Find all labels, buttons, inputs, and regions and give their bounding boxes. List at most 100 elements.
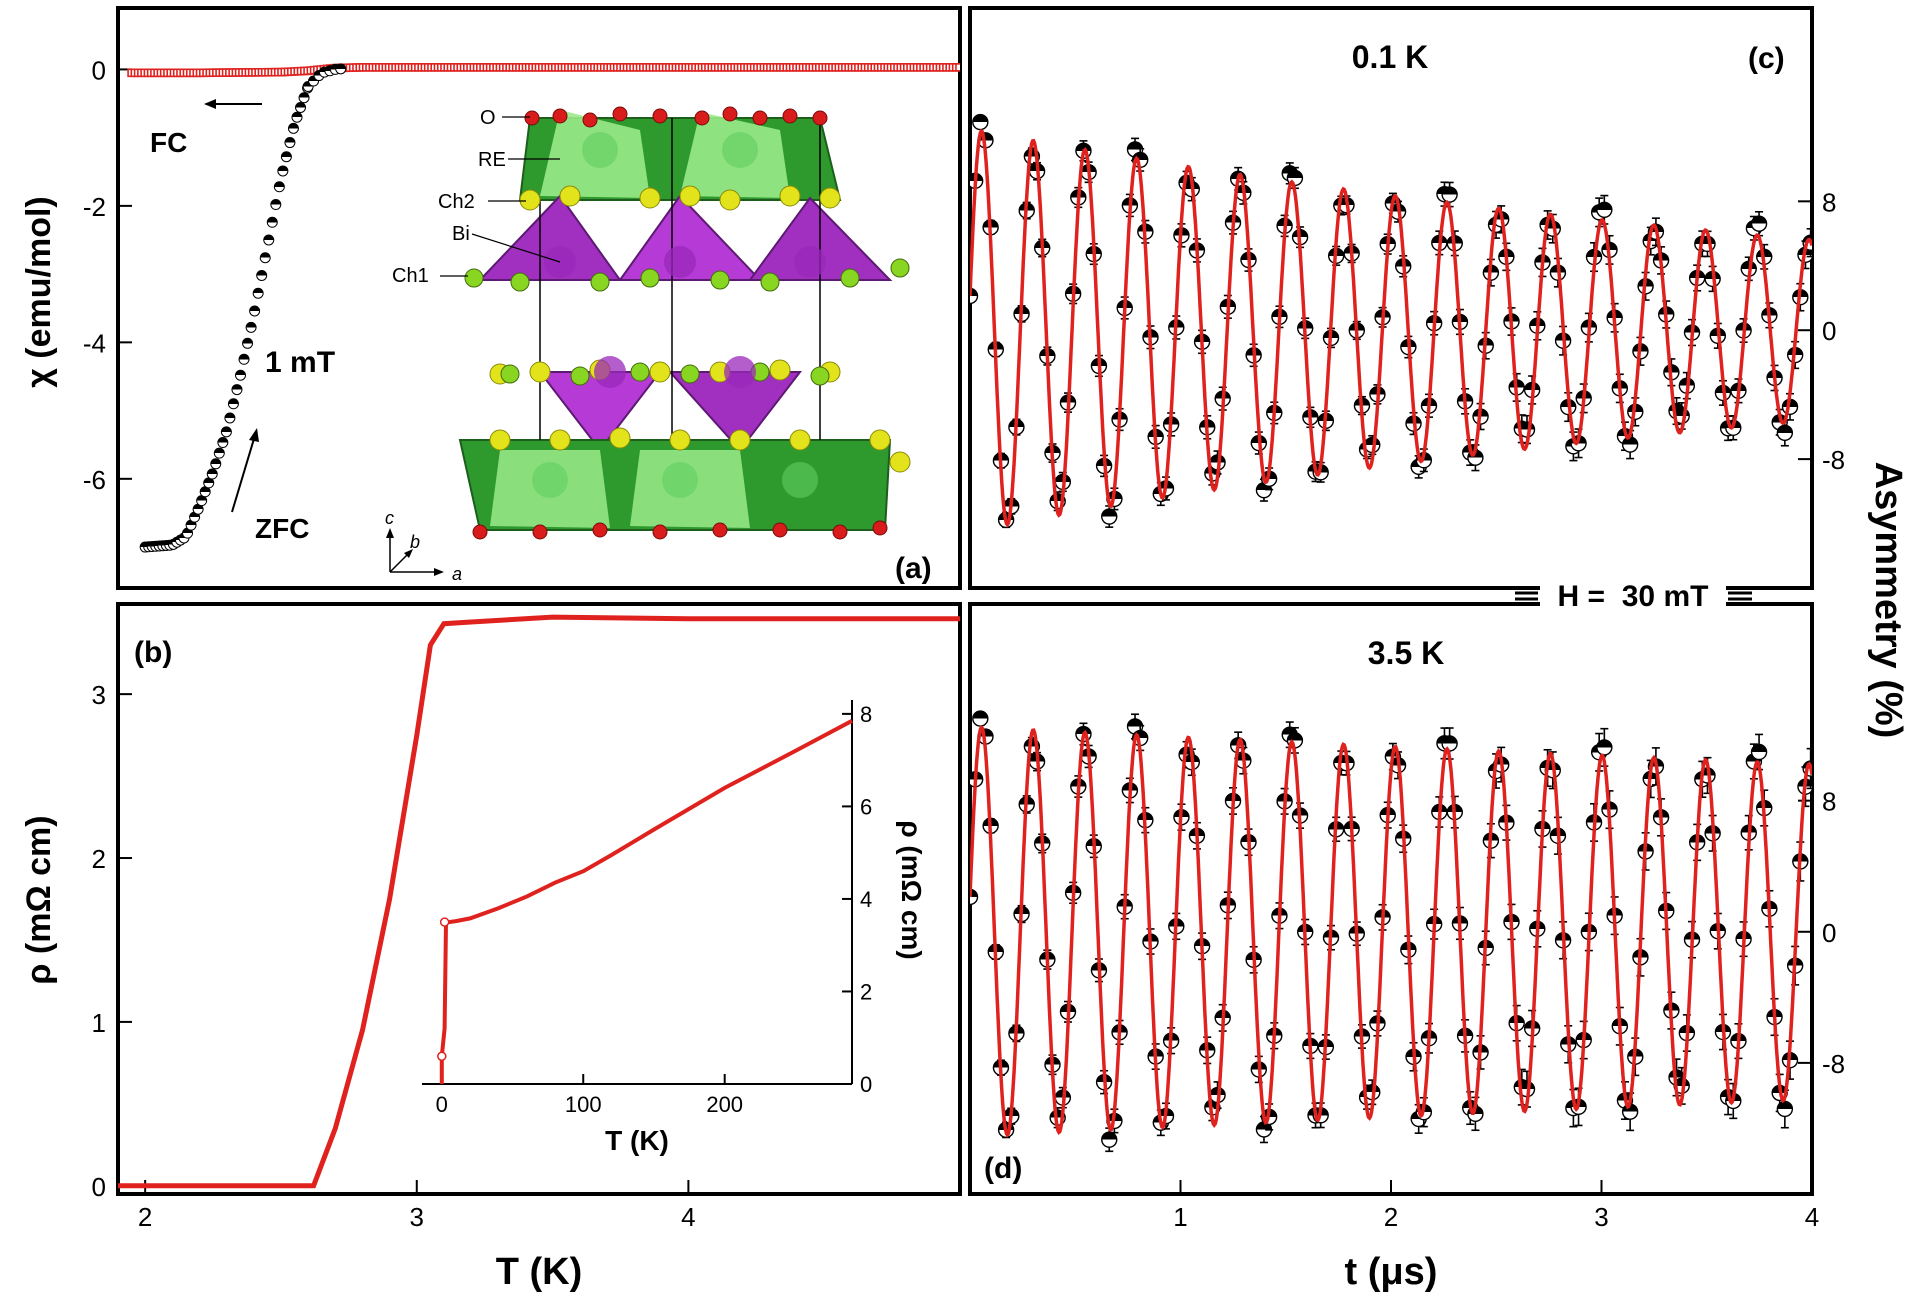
chalcogen-ch2-atom bbox=[669, 429, 691, 451]
panel-b-inset: 0 100 200 0 2 4 6 8 T (K) ρ (mΩ cm) bbox=[422, 700, 927, 1156]
oxygen-atom bbox=[694, 110, 710, 126]
bismuth-atom bbox=[724, 356, 756, 388]
panel-a-frame bbox=[116, 6, 962, 590]
fit-curve bbox=[970, 725, 1812, 1138]
chalcogen-ch1-atom bbox=[710, 270, 730, 290]
panel-d-xlabel: t (μs) bbox=[1345, 1251, 1438, 1293]
chalcogen-ch1-atom bbox=[890, 258, 910, 278]
inset-point bbox=[439, 917, 450, 927]
inset-xlabel: T (K) bbox=[605, 1125, 669, 1156]
panel-b: 2 3 4 0 1 2 3 ρ (mΩ cm) T (K) (b) 0 100 200 0 2 4 6 8… bbox=[20, 614, 960, 1293]
inset-xtick-label: 0 bbox=[436, 1092, 448, 1117]
structure-label-o: O bbox=[480, 107, 496, 129]
re-atom bbox=[532, 462, 568, 498]
re-atom bbox=[782, 462, 818, 498]
re-atom bbox=[662, 462, 698, 498]
zfc-arrow bbox=[231, 428, 259, 513]
oxygen-atom bbox=[712, 522, 728, 538]
asymmetry-point bbox=[1101, 1131, 1118, 1148]
asymmetry-ylabel: Asymmetry (%) bbox=[1867, 462, 1909, 739]
zfc-point bbox=[245, 321, 257, 333]
oxygen-atom bbox=[592, 522, 608, 538]
panel-a-data bbox=[127, 63, 960, 553]
chalcogen-ch2-atom bbox=[789, 429, 811, 451]
asymmetry-point bbox=[1441, 735, 1458, 752]
panel-d-data bbox=[970, 710, 1812, 1153]
leader-bi bbox=[471, 233, 561, 263]
asymmetry-point bbox=[1750, 215, 1768, 232]
panel-d-temperature: 3.5 K bbox=[1368, 635, 1444, 671]
zfc-point bbox=[277, 165, 289, 177]
chalcogen-ch2-atom bbox=[779, 185, 801, 207]
zfc-point bbox=[263, 234, 275, 246]
zfc-point bbox=[238, 353, 250, 365]
rho-curve bbox=[118, 614, 960, 1189]
oxygen-atom bbox=[652, 108, 668, 124]
chalcogen-ch2-atom bbox=[559, 185, 581, 207]
fc-point bbox=[955, 63, 960, 72]
axis-c-label: c bbox=[385, 508, 394, 528]
asymmetry-ytick-label: -8 bbox=[1822, 1049, 1845, 1079]
chalcogen-ch2-atom bbox=[819, 187, 841, 209]
field-label-group: H = 30 mT bbox=[1515, 580, 1752, 613]
zfc-point bbox=[256, 269, 268, 281]
oxygen-atom bbox=[782, 108, 798, 124]
re-atom bbox=[582, 132, 618, 168]
panel-c-data bbox=[970, 113, 1812, 529]
axis-a-label: a bbox=[452, 564, 462, 584]
inset-ytick-label: 6 bbox=[860, 794, 872, 819]
asymmetry-ytick-label: 0 bbox=[1822, 918, 1836, 948]
zfc-point bbox=[206, 468, 218, 480]
chalcogen-ch1-atom bbox=[640, 268, 660, 288]
panel-a-ytick-label: -2 bbox=[83, 192, 106, 222]
chalcogen-ch1-atom bbox=[630, 362, 650, 382]
structure-label-re: RE bbox=[478, 149, 506, 171]
panel-b-ylabel: ρ (mΩ cm) bbox=[20, 815, 58, 984]
fc-arrow bbox=[204, 99, 262, 109]
zfc-point bbox=[249, 305, 261, 317]
zfc-point bbox=[335, 63, 347, 75]
structure-label-ch1: Ch1 bbox=[392, 265, 429, 287]
panel-a-ytick-label: -6 bbox=[83, 465, 106, 495]
inset-rho-curve bbox=[439, 719, 853, 1084]
asymmetry-point bbox=[1101, 508, 1118, 525]
chalcogen-ch2-atom bbox=[889, 451, 911, 473]
oxygen-atom bbox=[472, 524, 488, 540]
zfc-point bbox=[234, 369, 246, 381]
panel-b-xtick-label: 2 bbox=[138, 1202, 152, 1232]
zfc-point bbox=[210, 458, 222, 470]
chalcogen-ch2-atom bbox=[639, 187, 661, 209]
oxygen-atom bbox=[812, 110, 828, 126]
panel-c-ticks: 8 0 -8 bbox=[1798, 187, 1845, 475]
structure-label-ch2: Ch2 bbox=[438, 191, 475, 213]
fit-curve bbox=[970, 128, 1812, 528]
chalcogen-ch1-atom bbox=[680, 364, 700, 384]
asymmetry-point bbox=[1621, 436, 1639, 453]
panel-a: 0 -2 -4 -6 χ (emu/mol) FC 1 mT ZFC (a) bbox=[20, 55, 960, 585]
oxygen-atom bbox=[612, 106, 628, 122]
oxygen-atom bbox=[752, 110, 768, 126]
chalcogen-ch2-atom bbox=[609, 427, 631, 449]
panel-c-tag: (c) bbox=[1748, 42, 1785, 75]
asymmetry-point bbox=[972, 710, 989, 727]
panel-b-tag: (b) bbox=[134, 636, 172, 669]
panel-a-y-ticks: 0 -2 -4 -6 bbox=[83, 55, 132, 495]
panel-a-ytick-label: -4 bbox=[83, 328, 106, 358]
panel-d: 8 0 -8 1 2 3 4 3.5 K (d) t (μs) bbox=[970, 635, 1845, 1293]
panel-a-ytick-label: 0 bbox=[92, 55, 106, 85]
zfc-point bbox=[273, 181, 285, 193]
panel-b-xtick-label: 4 bbox=[681, 1202, 695, 1232]
panel-d-ticks: 8 0 -8 1 2 3 4 bbox=[1173, 787, 1845, 1232]
asymmetry-point bbox=[1750, 743, 1768, 761]
asymmetry-point bbox=[1441, 186, 1458, 203]
inset-ytick-label: 0 bbox=[860, 1072, 872, 1097]
chalcogen-ch2-atom bbox=[529, 361, 551, 383]
chalcogen-ch2-atom bbox=[549, 429, 571, 451]
structure-label-bi: Bi bbox=[452, 223, 470, 245]
oxygen-atom bbox=[772, 522, 788, 538]
bi-pyramid-top-2 bbox=[618, 194, 763, 281]
inset-ylabel: ρ (mΩ cm) bbox=[896, 820, 927, 959]
bismuth-atom bbox=[664, 246, 696, 278]
chalcogen-ch2-atom bbox=[769, 359, 791, 381]
